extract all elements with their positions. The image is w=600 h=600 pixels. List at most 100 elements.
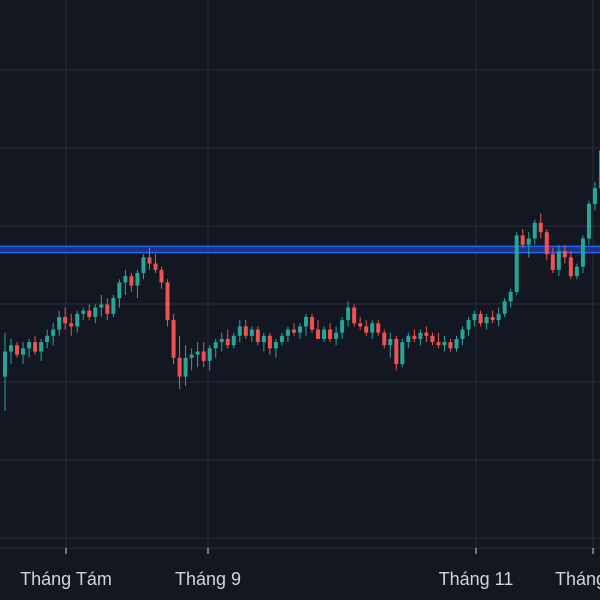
candle[interactable] xyxy=(502,298,507,317)
candle[interactable] xyxy=(496,307,501,327)
candle[interactable] xyxy=(400,338,405,368)
candle[interactable] xyxy=(526,232,531,258)
candle[interactable] xyxy=(508,288,513,308)
candle[interactable] xyxy=(442,335,447,352)
candle[interactable] xyxy=(291,323,296,336)
candle[interactable] xyxy=(466,316,471,336)
candle[interactable] xyxy=(562,244,567,264)
candle[interactable] xyxy=(189,348,194,371)
candle[interactable] xyxy=(147,247,152,270)
candle[interactable] xyxy=(418,329,423,346)
candle[interactable] xyxy=(219,332,224,352)
candle[interactable] xyxy=(490,310,495,324)
candle[interactable] xyxy=(99,295,104,317)
candle[interactable] xyxy=(376,320,381,336)
candle[interactable] xyxy=(45,329,50,349)
candle[interactable] xyxy=(225,329,230,349)
candle[interactable] xyxy=(310,313,315,333)
candle[interactable] xyxy=(352,304,357,327)
candle[interactable] xyxy=(159,266,164,289)
candle[interactable] xyxy=(448,338,453,352)
candle[interactable] xyxy=(63,307,68,330)
candle[interactable] xyxy=(394,335,399,371)
candle[interactable] xyxy=(201,342,206,368)
candle[interactable] xyxy=(550,247,555,274)
candle[interactable] xyxy=(520,229,525,248)
candle[interactable] xyxy=(574,263,579,280)
candle[interactable] xyxy=(261,332,266,352)
candle[interactable] xyxy=(207,345,212,371)
candle[interactable] xyxy=(406,332,411,349)
candle[interactable] xyxy=(544,229,549,261)
candle[interactable] xyxy=(580,235,585,274)
candle[interactable] xyxy=(316,320,321,339)
candle[interactable] xyxy=(304,313,308,336)
candle[interactable] xyxy=(454,335,459,352)
candle[interactable] xyxy=(129,273,134,292)
candle[interactable] xyxy=(111,295,116,317)
candle[interactable] xyxy=(382,329,387,349)
candle[interactable] xyxy=(370,320,375,339)
candle[interactable] xyxy=(598,144,600,194)
candle[interactable] xyxy=(117,279,122,308)
candle[interactable] xyxy=(231,332,236,349)
candle[interactable] xyxy=(93,304,98,324)
candle[interactable] xyxy=(484,313,489,330)
candle[interactable] xyxy=(424,326,429,343)
candle[interactable] xyxy=(436,332,441,349)
candle[interactable] xyxy=(334,326,339,346)
candle[interactable] xyxy=(183,345,188,387)
candle[interactable] xyxy=(297,323,302,339)
candle[interactable] xyxy=(556,244,561,277)
candle[interactable] xyxy=(141,254,146,280)
candle[interactable] xyxy=(285,326,290,343)
candle[interactable] xyxy=(279,332,284,346)
candle[interactable] xyxy=(328,323,333,343)
candle[interactable] xyxy=(171,313,176,365)
candle[interactable] xyxy=(472,310,477,327)
candle-series[interactable] xyxy=(3,144,600,412)
candle[interactable] xyxy=(33,335,38,355)
candle[interactable] xyxy=(177,335,182,390)
candle[interactable] xyxy=(249,326,254,343)
candle[interactable] xyxy=(9,338,14,365)
candle[interactable] xyxy=(358,316,363,330)
candle[interactable] xyxy=(51,323,56,346)
candle[interactable] xyxy=(460,326,465,346)
candle[interactable] xyxy=(364,320,369,336)
candle[interactable] xyxy=(165,279,170,327)
candle[interactable] xyxy=(87,304,92,321)
candle[interactable] xyxy=(39,338,44,361)
candle[interactable] xyxy=(237,320,242,343)
candle[interactable] xyxy=(586,200,591,245)
candle[interactable] xyxy=(273,338,278,358)
candle[interactable] xyxy=(153,254,158,274)
candle[interactable] xyxy=(412,329,417,343)
candle[interactable] xyxy=(123,269,128,295)
candle[interactable] xyxy=(243,320,248,339)
candle[interactable] xyxy=(478,310,483,327)
candle[interactable] xyxy=(81,307,86,321)
candle[interactable] xyxy=(514,232,519,295)
candle[interactable] xyxy=(57,310,62,336)
candle[interactable] xyxy=(538,213,543,239)
candle[interactable] xyxy=(430,332,435,346)
candle[interactable] xyxy=(69,313,74,336)
candle[interactable] xyxy=(135,269,140,299)
candle[interactable] xyxy=(568,251,573,280)
candle[interactable] xyxy=(388,332,393,358)
candle[interactable] xyxy=(346,301,351,327)
candle[interactable] xyxy=(21,342,26,365)
candle[interactable] xyxy=(213,338,218,358)
candle[interactable] xyxy=(75,310,80,333)
candle[interactable] xyxy=(592,181,597,211)
candle[interactable] xyxy=(255,326,260,346)
candle[interactable] xyxy=(322,326,327,343)
candle[interactable] xyxy=(105,298,110,321)
candle[interactable] xyxy=(195,342,200,368)
candle[interactable] xyxy=(3,332,7,412)
candle[interactable] xyxy=(27,338,32,358)
candle[interactable] xyxy=(340,316,345,339)
